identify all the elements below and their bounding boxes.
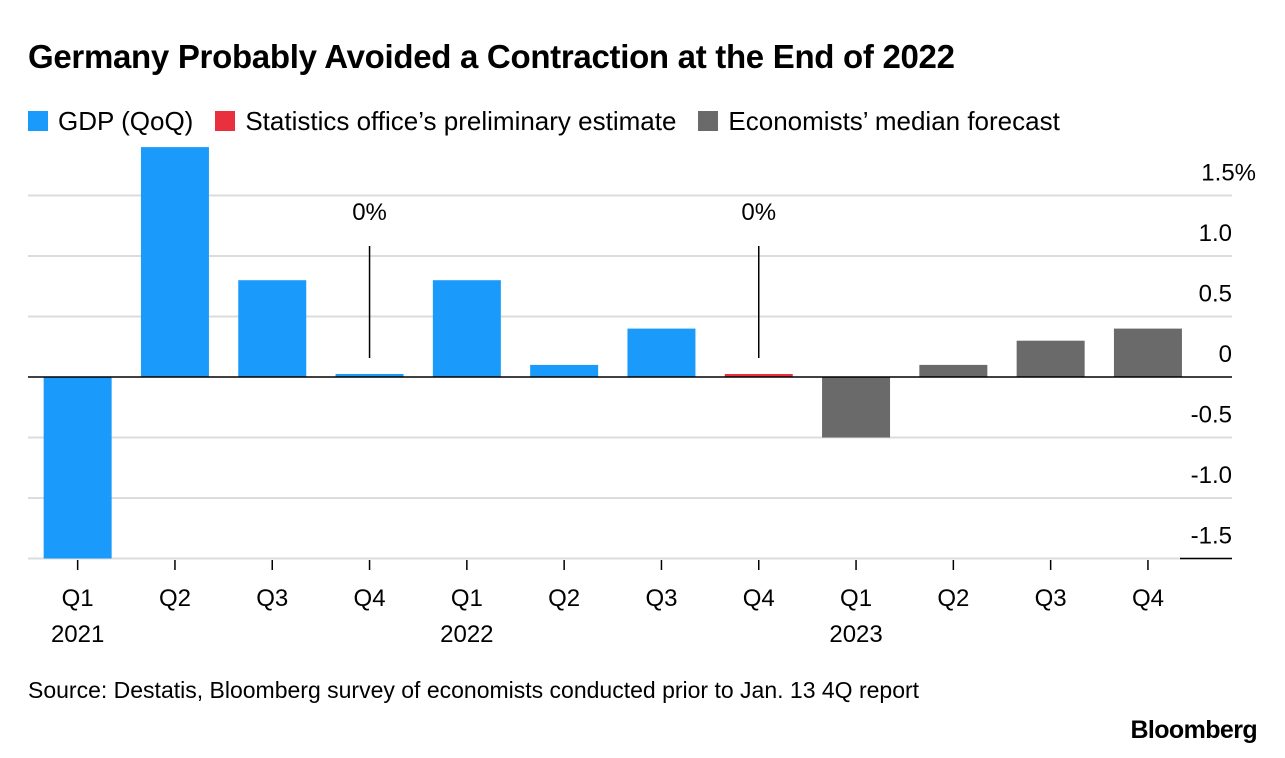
legend-item-gdp: GDP (QoQ) bbox=[28, 106, 193, 137]
bar bbox=[627, 328, 696, 377]
bar bbox=[530, 364, 599, 377]
legend: GDP (QoQ) Statistics office’s preliminar… bbox=[28, 106, 1082, 136]
bar bbox=[724, 374, 793, 377]
y-tick-label: 0 bbox=[1219, 341, 1232, 368]
y-tick-label: -1.5 bbox=[1191, 523, 1232, 550]
y-tick-label: -0.5 bbox=[1191, 402, 1232, 429]
x-tick-label: Q2 bbox=[548, 585, 580, 612]
bar bbox=[432, 280, 501, 377]
x-tick-label: Q2 bbox=[159, 585, 191, 612]
legend-label-gdp: GDP (QoQ) bbox=[58, 105, 194, 136]
y-tick-label: -1.0 bbox=[1191, 462, 1232, 489]
bloomberg-logo: Bloomberg bbox=[1130, 716, 1257, 744]
bar bbox=[238, 280, 307, 377]
x-tick-label: Q3 bbox=[1035, 585, 1067, 612]
x-tick-label: Q1 bbox=[62, 585, 94, 612]
chart-title: Germany Probably Avoided a Contraction a… bbox=[28, 38, 955, 75]
legend-swatch-median-forecast bbox=[698, 111, 719, 131]
x-tick-label: Q1 bbox=[451, 585, 483, 612]
x-tick-label: Q1 bbox=[840, 585, 872, 612]
bar bbox=[140, 147, 209, 377]
bar bbox=[1016, 340, 1085, 377]
x-tick-label: Q3 bbox=[645, 585, 677, 612]
x-tick-label: Q2 bbox=[937, 585, 969, 612]
annotation-label: 0% bbox=[741, 199, 776, 226]
bar bbox=[822, 377, 891, 438]
y-tick-label: 1.5% bbox=[1201, 160, 1256, 187]
x-year-label: 2022 bbox=[440, 621, 493, 648]
x-year-label: 2021 bbox=[51, 621, 104, 648]
y-tick-label: 1.0 bbox=[1199, 220, 1232, 247]
legend-swatch-preliminary-estimate bbox=[215, 111, 236, 131]
legend-item-preliminary-estimate: Statistics office’s preliminary estimate bbox=[215, 106, 676, 137]
bar bbox=[919, 364, 988, 377]
x-year-label: 2023 bbox=[829, 621, 882, 648]
legend-swatch-gdp bbox=[28, 111, 48, 131]
legend-label-preliminary-estimate: Statistics office’s preliminary estimate bbox=[245, 105, 677, 136]
x-tick-label: Q4 bbox=[743, 585, 775, 612]
bar bbox=[43, 377, 112, 559]
x-tick-label: Q4 bbox=[1132, 585, 1164, 612]
x-tick-label: Q4 bbox=[354, 585, 386, 612]
bar bbox=[1113, 328, 1182, 377]
legend-label-median-forecast: Economists’ median forecast bbox=[728, 105, 1060, 136]
source-note: Source: Destatis, Bloomberg survey of ec… bbox=[28, 677, 920, 703]
legend-item-median-forecast: Economists’ median forecast bbox=[698, 105, 1060, 137]
annotation-label: 0% bbox=[352, 199, 387, 226]
x-tick-label: Q3 bbox=[256, 585, 288, 612]
y-tick-label: 0.5 bbox=[1199, 281, 1232, 308]
bar bbox=[335, 374, 404, 377]
